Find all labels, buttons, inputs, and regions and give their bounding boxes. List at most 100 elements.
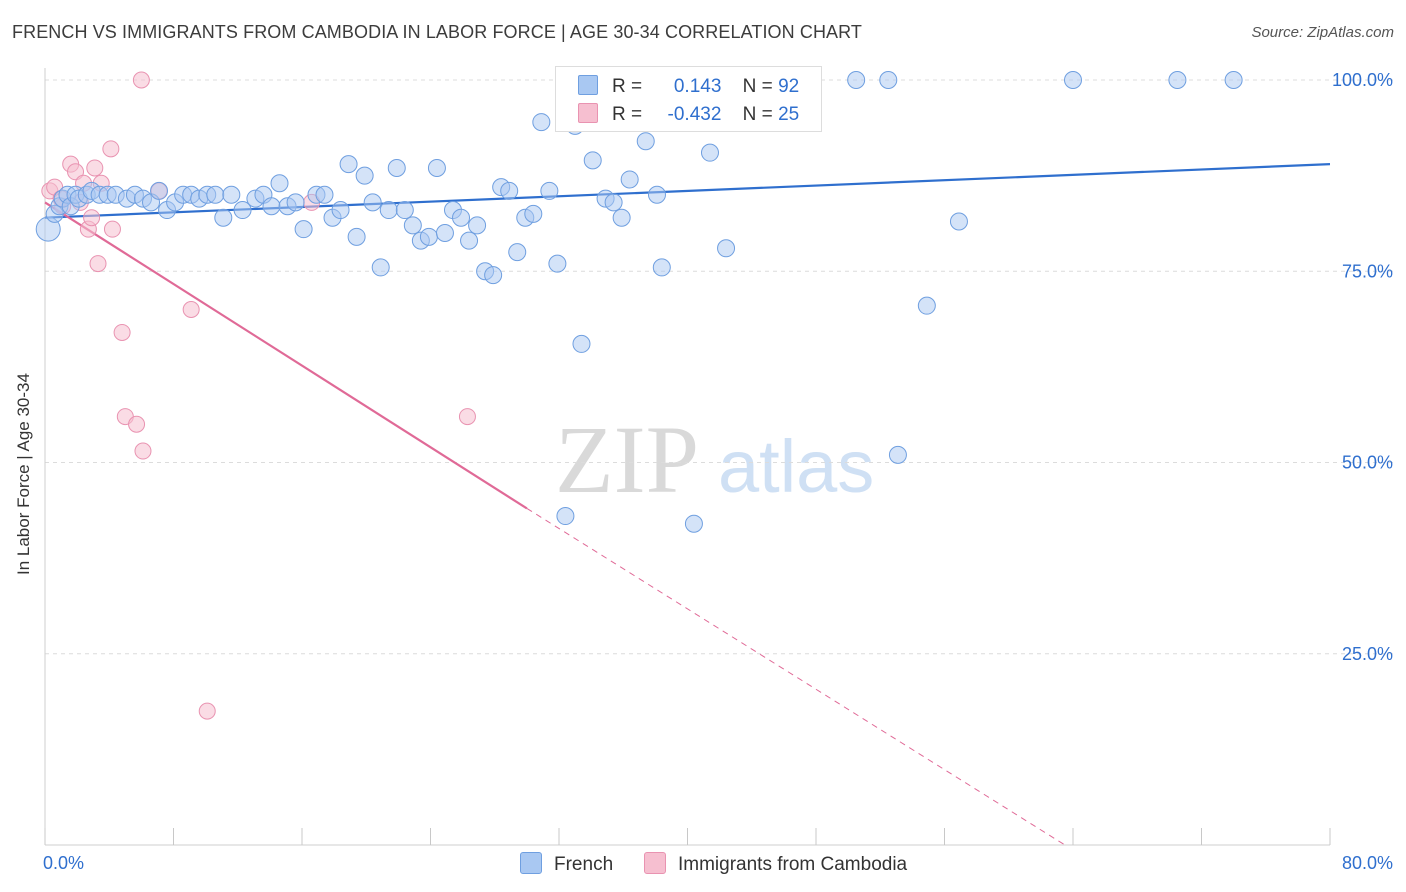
- french-point: [1168, 71, 1187, 89]
- y-axis-label: In Labor Force | Age 30-34: [14, 373, 33, 575]
- french-point: [548, 254, 567, 273]
- french-point: [379, 201, 398, 220]
- french-point: [315, 185, 334, 204]
- french-point: [233, 201, 252, 220]
- french-point: [427, 158, 446, 177]
- trend-lines: [44, 163, 1331, 846]
- cambodia-point: [134, 442, 152, 460]
- series-cambodia: [41, 71, 476, 720]
- x-tick-label-1: 80.0%: [1342, 853, 1393, 873]
- french-point: [435, 224, 454, 242]
- french-point: [468, 216, 487, 235]
- legend-item-french: French: [520, 852, 613, 876]
- legend-french-swatch: [520, 852, 542, 874]
- french-point: [403, 216, 422, 235]
- french-point: [484, 266, 503, 285]
- french-point: [684, 514, 703, 533]
- french-swatch: [578, 75, 598, 95]
- french-point: [387, 158, 406, 177]
- french-point: [636, 132, 655, 151]
- legend-cambodia-label: Immigrants from Cambodia: [678, 854, 908, 875]
- trend-line-1: [44, 201, 528, 510]
- cambodia-point: [182, 301, 200, 318]
- legend-cambodia-swatch: [644, 852, 666, 874]
- french-point: [419, 227, 438, 246]
- cambodia-point: [102, 140, 120, 158]
- french-point: [847, 71, 866, 89]
- cambodia-point: [198, 702, 216, 720]
- legend-row-cambodia: R = -0.432 N = 25: [578, 103, 799, 126]
- trend-line-2: [526, 507, 1066, 846]
- french-point: [286, 193, 305, 212]
- french-point: [222, 185, 241, 204]
- french-r-value: 0.143: [673, 76, 722, 97]
- french-point: [540, 181, 559, 200]
- french-point: [150, 181, 169, 200]
- cambodia-r-label: R =: [612, 104, 643, 125]
- french-point: [700, 143, 719, 162]
- french-point: [917, 296, 936, 315]
- legend-item-cambodia: Immigrants from Cambodia: [644, 852, 907, 876]
- french-point: [949, 212, 968, 231]
- cambodia-point: [113, 323, 131, 341]
- french-point: [717, 239, 736, 258]
- french-point: [524, 204, 543, 223]
- french-n-label: N =: [742, 76, 773, 97]
- french-point: [214, 208, 233, 227]
- y-tick-label-1: 50.0%: [1342, 453, 1393, 473]
- source-label: Source: ZipAtlas.com: [1251, 24, 1394, 41]
- french-point: [355, 166, 374, 185]
- french-point: [556, 507, 575, 526]
- french-point: [572, 334, 591, 353]
- cambodia-r-value: -0.432: [667, 104, 722, 125]
- french-r-label: R =: [612, 76, 643, 97]
- french-point: [888, 445, 907, 464]
- legend-row-french: R = 0.143 N = 92: [578, 75, 799, 98]
- french-point: [620, 170, 639, 189]
- grid-lines: [45, 79, 1395, 655]
- stats-legend: R = 0.143 N = 92 R = -0.432 N = 25: [555, 66, 822, 132]
- cambodia-swatch: [578, 103, 598, 123]
- french-point: [1224, 71, 1243, 89]
- french-point: [331, 201, 350, 220]
- french-point: [1064, 71, 1082, 89]
- y-tick-label-3: 100.0%: [1332, 70, 1393, 90]
- legend-french-label: French: [554, 854, 614, 875]
- french-point: [206, 185, 225, 204]
- french-point: [612, 208, 631, 227]
- french-point: [652, 258, 671, 277]
- cambodia-point: [89, 255, 107, 273]
- tick-labels: 25.0% 50.0% 75.0% 100.0% 0.0% 80.0%: [43, 70, 1393, 873]
- french-point: [508, 243, 527, 262]
- french-point: [879, 71, 898, 89]
- cambodia-point: [458, 408, 476, 426]
- french-point: [500, 181, 519, 200]
- french-point: [363, 193, 382, 212]
- french-point: [452, 208, 471, 227]
- cambodia-point: [86, 159, 104, 177]
- french-point: [270, 174, 289, 193]
- french-point: [460, 231, 479, 250]
- watermark: ZIP atlas: [555, 406, 874, 513]
- cambodia-n-value: 25: [778, 104, 800, 125]
- trend-line-0: [44, 163, 1331, 219]
- cambodia-point: [83, 209, 101, 227]
- french-point: [347, 227, 366, 246]
- french-point: [262, 197, 281, 216]
- y-tick-label-0: 25.0%: [1342, 644, 1393, 664]
- french-point: [532, 113, 551, 132]
- french-point: [371, 258, 390, 277]
- cambodia-point: [103, 220, 121, 238]
- french-point: [294, 220, 313, 239]
- french-point: [339, 155, 358, 174]
- y-tick-label-2: 75.0%: [1342, 261, 1393, 281]
- x-tick-label-0: 0.0%: [43, 853, 84, 873]
- cambodia-n-label: N =: [742, 104, 773, 125]
- french-point: [395, 201, 414, 220]
- watermark-atlas: atlas: [718, 425, 874, 508]
- watermark-zip: ZIP: [555, 406, 699, 513]
- cambodia-point: [132, 71, 150, 89]
- french-n-value: 92: [778, 76, 800, 97]
- french-point: [604, 193, 623, 212]
